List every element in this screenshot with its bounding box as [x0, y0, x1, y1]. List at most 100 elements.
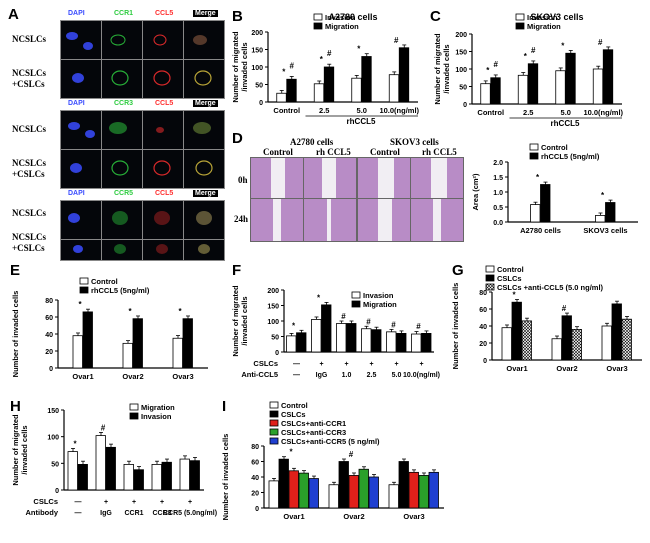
bar	[371, 329, 382, 353]
bar	[351, 77, 362, 103]
chart-h: 0 50 100 150 Number of migrated/invaded cell…	[11, 403, 217, 517]
y-axis-label: Number of migrated	[11, 414, 20, 486]
bar	[490, 77, 501, 105]
header-ligand-1: CCL5	[155, 10, 174, 17]
bar	[592, 68, 604, 105]
bar	[398, 461, 409, 509]
y-tick-label: 0	[259, 100, 263, 107]
significance-mark: #	[531, 46, 536, 55]
significance-mark: #	[327, 49, 332, 58]
micrograph-a-r2-ccl5	[142, 59, 184, 99]
bar	[595, 215, 606, 223]
y-axis-label: /invaded cells	[20, 425, 29, 474]
significance-mark: *	[282, 67, 286, 76]
scratch-col-rhccl5-2: rh CCL5	[422, 147, 457, 157]
header-marker-1: CCR1	[114, 10, 134, 17]
header-dapi-2: DAPI	[68, 100, 85, 107]
bar	[361, 328, 372, 353]
row-table-value: CCR3	[152, 510, 171, 517]
bar	[396, 333, 407, 353]
micrograph-a-r4-ccr3	[101, 149, 143, 189]
legend-label: Invasion	[527, 13, 558, 22]
row-table-value: CCR5 (5.0ng/ml)	[163, 510, 217, 517]
row-label-ncslcs-1: NCSLCs	[12, 34, 47, 44]
panel-label-d: D	[232, 130, 243, 147]
bar	[278, 458, 289, 509]
legend-swatch	[313, 22, 323, 30]
significance-mark: #	[598, 38, 603, 47]
significance-mark: *	[289, 448, 293, 457]
scratch-image-a2780-control-0h	[250, 157, 304, 199]
row-table-value: 1.0	[342, 372, 352, 379]
panel-label-e: E	[10, 262, 21, 279]
header-merge-2: Merge	[193, 100, 218, 107]
row-table-value: 10.0(ng/ml)	[403, 372, 440, 379]
scratch-image-skov3-control-0h	[357, 157, 411, 199]
row-table-value: CCR1	[124, 510, 143, 517]
bar	[298, 472, 309, 509]
bar	[123, 464, 134, 491]
bar	[605, 202, 616, 223]
chart-c: 0 50 100 150 200 Number of migrated/invaded c…	[433, 12, 624, 128]
y-tick-label: 0	[255, 506, 259, 513]
legend-swatch	[313, 13, 323, 21]
bar	[346, 323, 357, 353]
y-tick-label: 0	[483, 358, 487, 365]
legend-swatch	[269, 401, 279, 409]
significance-mark: *	[512, 290, 516, 299]
y-tick-label: 0.5	[493, 205, 503, 212]
legend-label: rhCCL5 (5ng/ml)	[541, 152, 600, 161]
y-tick-label: 2.0	[493, 160, 503, 167]
legend-label: Migration	[363, 300, 397, 309]
significance-mark: *	[561, 41, 565, 50]
bar	[418, 475, 429, 509]
bar	[398, 47, 410, 103]
bar	[361, 56, 372, 103]
bar	[122, 342, 133, 369]
bar	[571, 329, 582, 361]
chart-f: 0 50 100 150 200 Number of migrated/invaded c…	[231, 285, 440, 379]
bar	[386, 331, 397, 353]
row-table-value: IgG	[316, 372, 328, 379]
bar	[517, 74, 529, 105]
y-tick-label: 50	[459, 85, 467, 92]
bar	[336, 323, 347, 353]
bar	[561, 315, 572, 361]
legend-swatch	[269, 428, 279, 436]
bar	[408, 471, 419, 509]
bar	[621, 318, 632, 361]
x-tick-label: Control	[477, 108, 504, 117]
x-group-label: rhCCL5	[347, 117, 376, 126]
micrograph-a-r1-ccl5	[142, 20, 184, 60]
legend-swatch	[269, 437, 279, 445]
legend-swatch	[515, 13, 525, 21]
chart-e: 0 20 40 60 80 Number of invaded cells Ovar1 Ova…	[11, 277, 208, 381]
x-tick-label: 10.0(ng/ml)	[379, 106, 419, 115]
scratch-image-a2780-rhccl5-24h	[303, 198, 357, 242]
chart-title: SKOV3 cells	[530, 12, 583, 22]
y-axis-label: Number of invaded cells	[221, 434, 230, 521]
row-label-ncslcs-2: NCSLCs	[12, 124, 47, 134]
bar	[77, 464, 88, 491]
chart-b: 0 50 100 150 200 Number of migrated/invaded c…	[231, 12, 420, 126]
legend-label: Control	[281, 401, 308, 410]
x-tick-label: 2.5	[319, 106, 329, 115]
header-dapi-3: DAPI	[68, 190, 85, 197]
y-tick-label: 0	[55, 488, 59, 495]
y-tick-label: 1.0	[493, 190, 503, 197]
significance-mark: *	[601, 191, 605, 200]
legend-label: Control	[541, 143, 568, 152]
significance-mark: *	[524, 52, 528, 61]
legend-swatch	[485, 274, 495, 282]
bar	[313, 83, 325, 103]
legend-label: Migration	[527, 22, 561, 31]
y-tick-label: 1.5	[493, 175, 503, 182]
legend-label: Migration	[325, 22, 359, 31]
row-table-value: +	[319, 361, 323, 368]
panel-label-c: C	[430, 8, 441, 25]
scratch-image-a2780-rhccl5-0h	[303, 157, 357, 199]
legend-swatch	[485, 265, 495, 273]
header-marker-2: CCR3	[114, 100, 134, 107]
y-tick-label: 20	[479, 341, 487, 348]
legend-label: Control	[91, 277, 118, 286]
